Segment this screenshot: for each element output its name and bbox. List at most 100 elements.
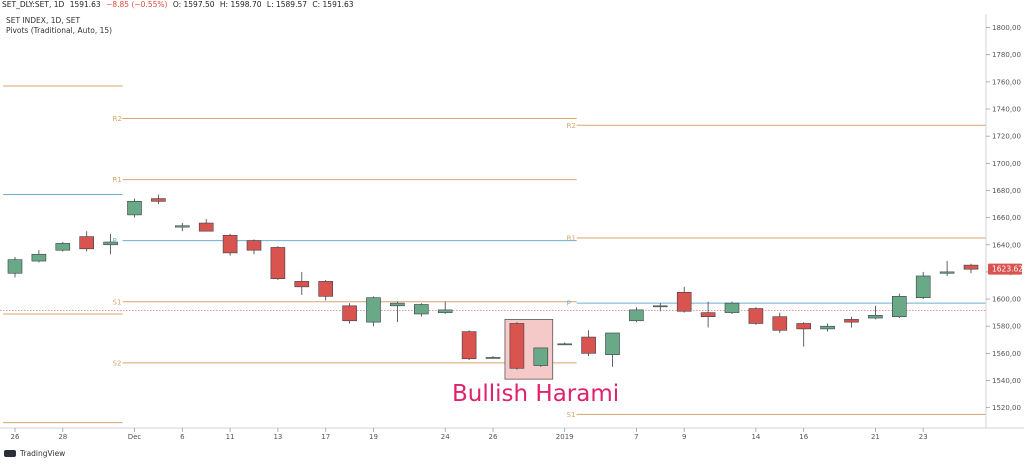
candle-38 <box>915 271 931 300</box>
candle-body-30 <box>724 302 740 313</box>
candle-body-15 <box>366 297 381 323</box>
candle-body-2 <box>55 243 71 251</box>
candle-body-11 <box>270 247 286 279</box>
candle-body-40 <box>963 264 979 270</box>
y-tick-label-3: 1580,00 <box>992 323 1021 331</box>
y-tick-label-1: 1540,00 <box>992 377 1021 385</box>
candle-37 <box>891 293 907 319</box>
pivot-label-1-4: S2 <box>113 359 122 367</box>
candle-body-14 <box>342 305 357 322</box>
x-tick-label-2: Dec <box>128 433 142 441</box>
candle-29 <box>700 301 716 328</box>
symbol-name[interactable]: SET_DLY:SET, 1D <box>2 0 65 9</box>
candle-25 <box>605 332 620 367</box>
candle-13 <box>318 280 334 301</box>
x-tick-label-10: 2019 <box>556 433 574 441</box>
candle-body-27 <box>652 305 668 308</box>
last-price: 1591.63 <box>69 0 101 9</box>
last-price-value: 1623.62 <box>992 265 1023 274</box>
candles <box>7 194 979 370</box>
candle-body-24 <box>581 336 596 354</box>
candle-19 <box>461 330 477 361</box>
candle-33 <box>796 322 812 347</box>
y-tick-label-11: 1740,00 <box>992 106 1021 114</box>
candle-body-37 <box>891 296 907 317</box>
candle-15 <box>366 296 381 327</box>
candle-34 <box>820 323 835 332</box>
pivot-label-1-0: R2 <box>113 115 122 123</box>
x-tick-label-0: 26 <box>11 433 20 441</box>
candle-body-13 <box>318 281 334 297</box>
low-value: L: 1589.57 <box>266 0 307 9</box>
pivot-label-2-1: R1 <box>567 234 576 242</box>
y-tick-label-0: 1520,00 <box>992 404 1021 412</box>
candle-9 <box>222 233 238 256</box>
candle-39 <box>939 261 955 276</box>
bullish-harami-annotation: Bullish Harami <box>452 381 619 407</box>
price-axis[interactable]: 1520,001540,001560,001580,001600,001620,… <box>986 24 1021 412</box>
pivots-indicator-label[interactable]: Pivots (Traditional, Auto, 15) <box>6 26 113 35</box>
pivot-label-2-3: S1 <box>567 411 576 419</box>
candle-body-1 <box>31 253 47 262</box>
candle-14 <box>342 303 357 324</box>
candle-2 <box>55 242 71 252</box>
pivot-label-2-2: P <box>567 300 571 308</box>
pivot-label-1-3: S1 <box>113 298 122 306</box>
y-tick-label-4: 1600,00 <box>992 296 1021 304</box>
candle-4 <box>103 233 118 255</box>
candle-body-4 <box>103 241 118 246</box>
y-tick-label-2: 1560,00 <box>992 350 1021 358</box>
close-value: C: 1591.63 <box>312 0 354 9</box>
x-tick-label-1: 28 <box>58 433 67 441</box>
candle-body-18 <box>437 309 453 313</box>
candle-body-9 <box>222 234 238 254</box>
candle-6 <box>151 194 166 205</box>
candle-body-6 <box>151 198 166 202</box>
pivot-label-2-0: R2 <box>567 122 576 130</box>
candle-35 <box>844 316 859 328</box>
pivot-label-1-2: P <box>113 237 117 245</box>
y-tick-label-13: 1780,00 <box>992 51 1021 59</box>
x-tick-label-8: 24 <box>441 433 450 441</box>
candle-body-28 <box>676 291 692 312</box>
candle-body-34 <box>820 325 835 330</box>
candle-5 <box>127 198 142 218</box>
y-tick-label-10: 1720,00 <box>992 133 1021 141</box>
high-value: H: 1598.70 <box>219 0 262 9</box>
candle-40 <box>963 263 979 274</box>
pivot-label-1-1: R1 <box>113 176 122 184</box>
candle-31 <box>748 307 764 325</box>
x-tick-label-15: 21 <box>871 433 880 441</box>
candle-30 <box>724 301 740 314</box>
candle-1 <box>31 250 47 263</box>
x-tick-label-4: 11 <box>226 433 235 441</box>
candle-body-8 <box>198 222 214 232</box>
candle-body-16 <box>390 302 405 307</box>
candle-body-36 <box>868 315 883 319</box>
y-tick-label-9: 1700,00 <box>992 160 1021 168</box>
x-tick-label-5: 13 <box>273 433 282 441</box>
candle-36 <box>868 305 883 320</box>
x-tick-label-6: 17 <box>321 433 330 441</box>
candle-body-21 <box>509 323 525 369</box>
y-tick-label-12: 1760,00 <box>992 78 1021 86</box>
candle-body-35 <box>844 319 859 323</box>
y-tick-label-6: 1640,00 <box>992 241 1021 249</box>
candle-26 <box>629 307 644 323</box>
candle-22 <box>533 347 549 367</box>
y-tick-label-14: 1800,00 <box>992 24 1021 32</box>
time-axis[interactable]: 26 28 Dec 6 11 13 17 19 24 26 2019 7 9 14 16 21 23 <box>11 428 928 441</box>
x-tick-label-7: 19 <box>369 433 378 441</box>
candle-24 <box>581 330 596 357</box>
candle-body-19 <box>461 331 477 360</box>
candle-body-0 <box>7 259 23 274</box>
open-value: O: 1597.50 <box>172 0 215 9</box>
candle-body-25 <box>605 332 620 356</box>
candle-28 <box>676 286 692 313</box>
chart-legend-title: SET INDEX, 1D, SET <box>6 16 81 25</box>
x-tick-label-13: 14 <box>751 433 760 441</box>
tradingview-brand[interactable]: TradingView <box>4 449 65 458</box>
pivot-lines: R2 R1 P S1 S2 R2 R1 P S1 <box>3 85 986 424</box>
